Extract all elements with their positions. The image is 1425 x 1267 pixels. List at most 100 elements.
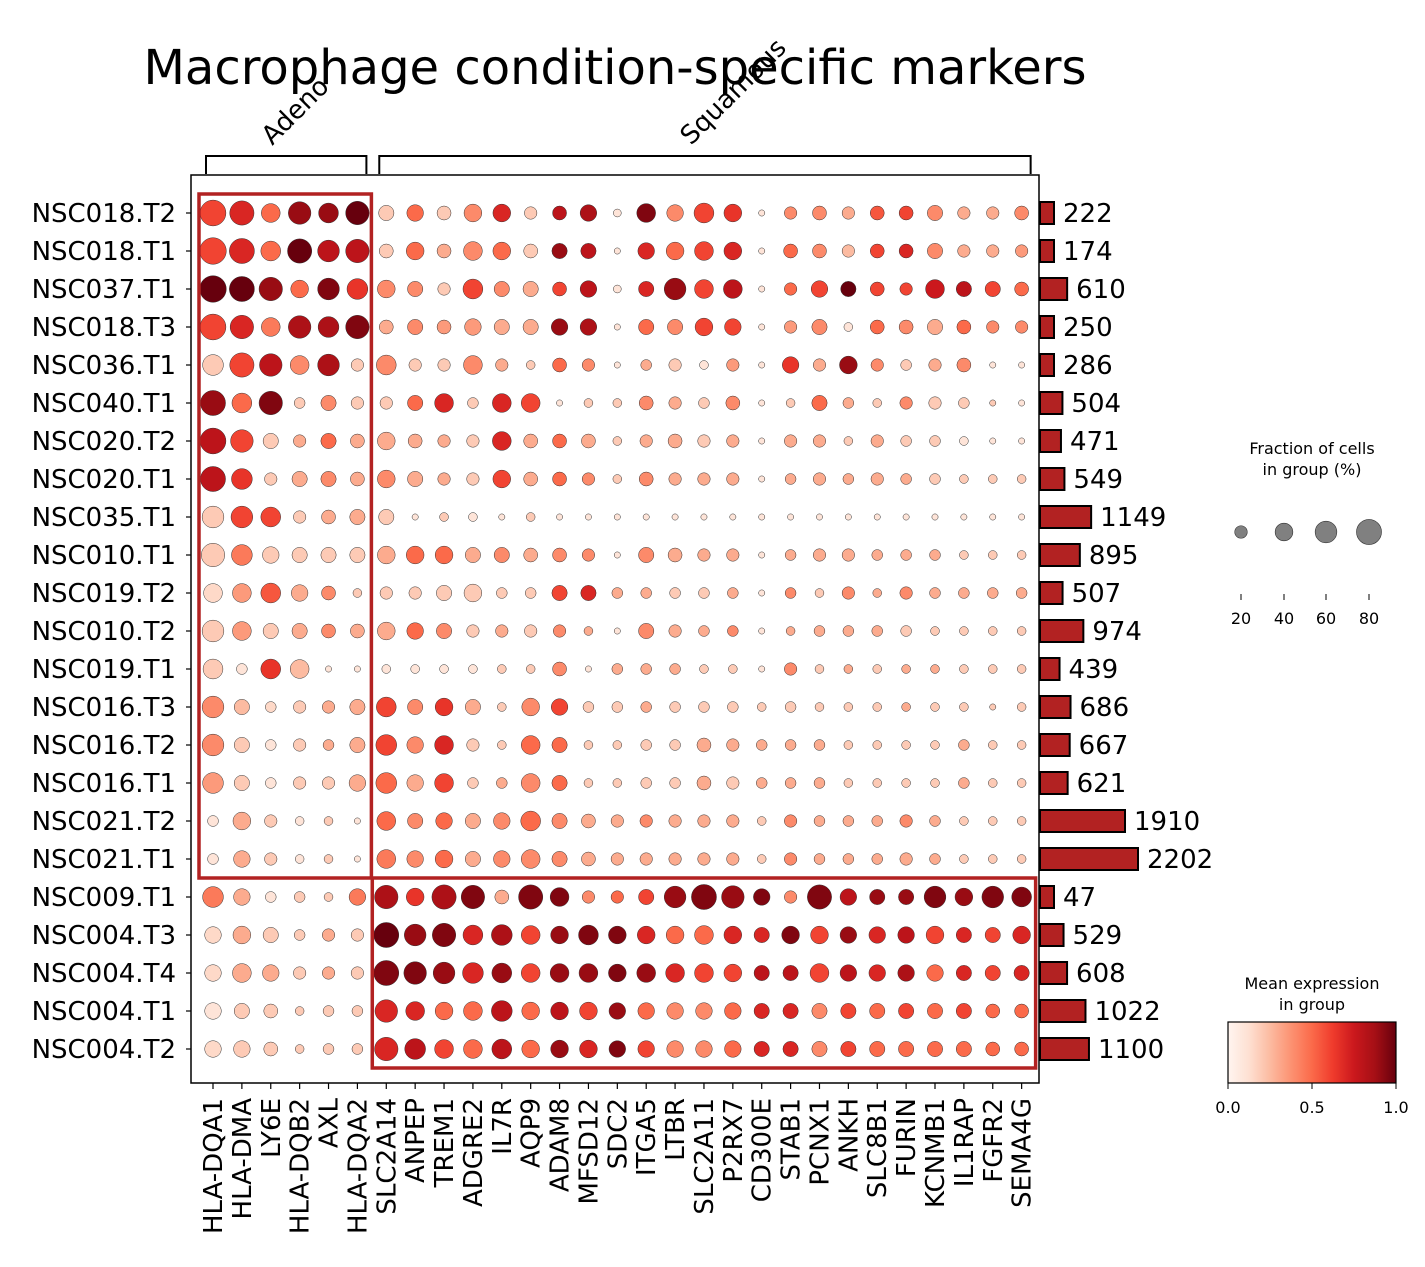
dot-NSC021.T2-SLC2A11 [697,814,711,828]
dot-NSC016.T2-FURIN [901,740,911,750]
dot-NSC004.T1-AQP9 [521,1001,540,1021]
dot-NSC016.T1-ADGRE2 [467,777,479,789]
dot-NSC004.T4-AQP9 [521,963,541,983]
gene-label: KCNMB1 [921,1098,951,1208]
dot-NSC009.T1-ADAM8 [549,887,570,907]
dot-NSC018.T3-HLA-DMA [229,315,254,339]
gene-label: IL1RAP [950,1098,980,1187]
gene-label: TREM1 [430,1098,460,1188]
dot-NSC016.T3-HLA-DMA [233,699,250,715]
dot-NSC040.T1-ANPEP [407,395,424,411]
dot-NSC020.T2-FGFR2 [989,437,997,445]
dot-NSC020.T1-LY6E [264,472,278,486]
sample-label: NSC035.T1 [32,503,176,533]
dot-NSC021.T1-FURIN [899,852,913,866]
dot-NSC009.T1-AQP9 [518,884,544,910]
dot-NSC018.T3-SLC8B1 [869,319,885,335]
dot-NSC037.T1-ADGRE2 [462,278,484,300]
dot-NSC036.T1-HLA-DMA [229,352,255,378]
dot-NSC021.T2-CD300E [757,816,767,826]
dot-NSC021.T1-TREM1 [434,849,454,869]
dot-NSC019.T2-AXL [321,585,336,601]
highlight-box [197,192,374,880]
dot-NSC037.T1-SLC2A11 [694,279,714,299]
dot-NSC020.T1-TREM1 [437,472,451,486]
dot-NSC004.T3-HLA-DQA1 [204,926,222,944]
dot-NSC018.T1-HLA-DQA2 [345,239,370,263]
dot-NSC040.T1-TREM1 [434,393,454,413]
dot-NSC018.T1-MFSD12 [580,243,597,259]
gene-label: ITGA5 [632,1098,662,1176]
dot-NSC004.T3-ITGA5 [637,925,656,945]
dot-NSC004.T4-AXL [322,966,336,980]
count-bar [1039,847,1139,871]
dot-NSC020.T1-ADGRE2 [466,472,480,486]
dot-NSC020.T1-AXL [320,471,337,487]
dot-NSC035.T1-PCNX1 [816,513,823,521]
dot-NSC009.T1-HLA-DMA [233,888,251,906]
count-label: 1022 [1094,997,1160,1027]
sample-label: NSC004.T4 [32,959,176,989]
dot-NSC020.T2-P2RX7 [726,434,740,448]
dot-NSC009.T1-ANPEP [406,887,425,907]
dot-NSC018.T2-SEMA4G [1014,205,1029,221]
dot-NSC020.T1-HLA-DQA2 [350,471,365,487]
dot-NSC037.T1-PCNX1 [810,280,829,298]
dot-NSC018.T1-ADGRE2 [463,241,483,261]
dot-NSC021.T2-P2RX7 [726,814,740,828]
dot-NSC009.T1-KCNMB1 [923,885,947,909]
dot-NSC004.T1-IL1RAP [955,1003,972,1019]
sample-label: NSC016.T2 [32,731,176,761]
dot-NSC021.T1-ITGA5 [639,852,653,866]
dot-NSC018.T2-IL7R [492,203,511,223]
dot-NSC018.T2-PCNX1 [812,205,827,221]
dot-NSC010.T1-P2RX7 [726,548,740,562]
dot-NSC016.T2-STAB1 [784,739,797,751]
dot-NSC036.T1-LTBR [668,358,682,372]
size-legend-dot [1314,520,1338,544]
dot-NSC020.T1-FURIN [900,473,912,485]
dot-NSC004.T4-SDC2 [608,963,627,983]
dot-NSC019.T1-KCNMB1 [930,664,940,674]
dot-NSC020.T2-IL1RAP [959,436,969,446]
dot-NSC021.T2-ADAM8 [551,813,568,829]
dot-NSC021.T1-ANKH [842,853,855,865]
dot-NSC037.T1-FGFR2 [984,281,1001,297]
dot-NSC021.T1-LTBR [668,852,682,866]
dot-NSC019.T1-HLA-DMA [236,663,248,675]
dot-NSC021.T1-ADGRE2 [465,851,481,867]
dot-NSC021.T1-AQP9 [521,849,541,869]
count-label: 47 [1063,883,1096,913]
dot-NSC019.T2-AQP9 [525,587,537,599]
dot-NSC016.T1-ANPEP [406,774,424,792]
sample-label: NSC004.T3 [32,921,176,951]
dot-NSC009.T1-P2RX7 [721,885,745,909]
dot-NSC004.T2-HLA-DQB2 [294,1044,305,1054]
dot-NSC016.T1-P2RX7 [726,776,740,790]
sample-label: NSC021.T2 [32,807,176,837]
count-bar [1039,733,1071,757]
dot-NSC010.T2-FURIN [900,625,912,637]
chart-title: Macrophage condition-specific markers [144,40,1087,96]
dot-NSC018.T3-ITGA5 [638,319,655,335]
count-bar [1039,619,1085,643]
dot-NSC016.T2-ANKH [843,740,854,750]
dot-NSC035.T1-IL1RAP [960,513,968,521]
dot-NSC020.T1-FGFR2 [988,474,998,484]
dot-NSC018.T2-LY6E [261,203,281,223]
dot-NSC037.T1-HLA-DMA [229,276,255,302]
dot-NSC040.T1-SLC2A11 [698,397,710,409]
gene-label: ANKH [834,1098,864,1172]
size-legend-tick-label: 60 [1316,609,1336,628]
dot-NSC010.T2-AXL [321,623,336,639]
dot-NSC010.T1-FURIN [900,549,912,561]
dot-NSC004.T4-HLA-DQB2 [293,966,307,980]
dot-NSC021.T1-SDC2 [610,852,624,866]
dot-NSC018.T3-ADAM8 [551,318,569,336]
dot-NSC019.T2-ANPEP [408,586,422,600]
dot-NSC036.T1-FURIN [900,359,912,371]
dot-NSC004.T4-SLC2A14 [373,960,400,986]
dot-NSC019.T1-STAB1 [784,662,798,676]
dot-NSC004.T4-ITGA5 [636,963,656,983]
dot-NSC010.T1-AQP9 [523,547,538,563]
